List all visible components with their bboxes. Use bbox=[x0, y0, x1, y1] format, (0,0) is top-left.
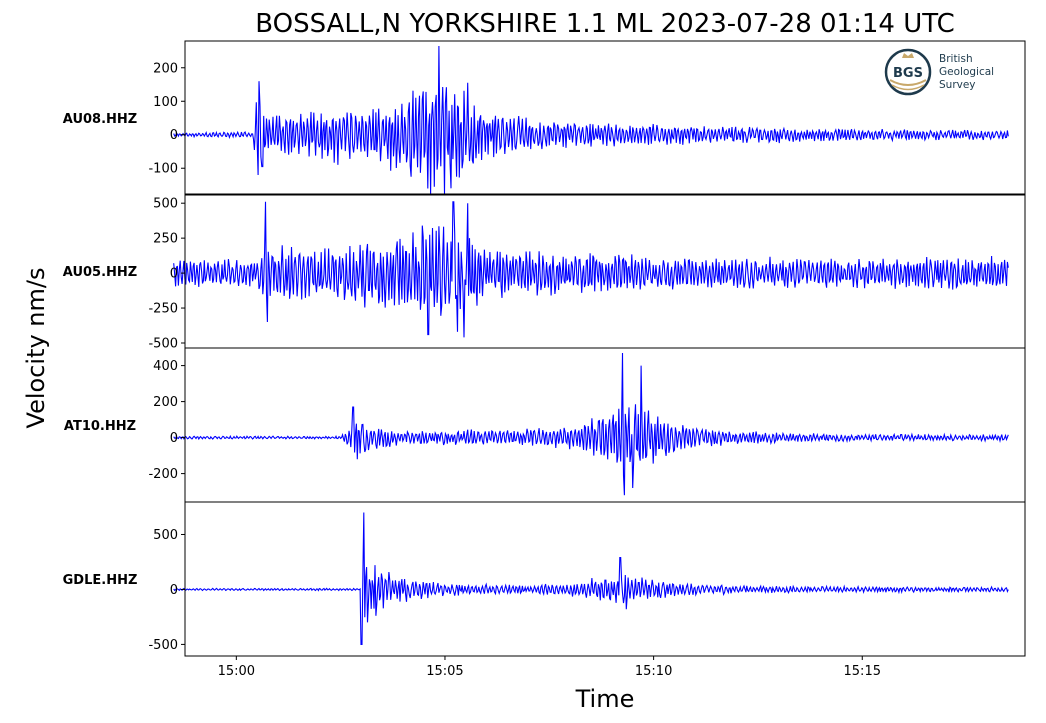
y-tick-label: 500 bbox=[153, 197, 178, 212]
trace-au05-hhz bbox=[173, 201, 1009, 338]
panel-at10-hhz: 400 200 0 -200 AT10.HHZ bbox=[64, 347, 1026, 503]
logo-line-1: British bbox=[939, 53, 973, 65]
trace-au08-hhz bbox=[173, 45, 1009, 195]
panels-group: 200 100 0 -100 AU08.HHZ 500 250 0 -250 -500 AU05.H… bbox=[63, 40, 1026, 657]
logo-strata2-icon bbox=[891, 84, 925, 91]
station-label: AT10.HHZ bbox=[64, 419, 136, 434]
trace-gdle-hhz bbox=[173, 512, 1009, 645]
panel-gdle-hhz: 500 0 -500 GDLE.HHZ bbox=[63, 501, 1026, 657]
station-label: GDLE.HHZ bbox=[63, 573, 138, 588]
panel-frame bbox=[184, 40, 1026, 196]
x-axis: 15:00 15:05 15:10 15:15 bbox=[218, 656, 881, 679]
y-tick-label: 0 bbox=[170, 431, 178, 446]
y-tick-label: -200 bbox=[148, 467, 178, 482]
panel-au05-hhz: 500 250 0 -250 -500 AU05.HHZ bbox=[63, 193, 1026, 352]
y-tick-label: 0 bbox=[170, 583, 178, 598]
logo-line-2: Geological bbox=[939, 66, 994, 78]
x-tick-label: 15:05 bbox=[426, 664, 463, 679]
y-tick-label: 100 bbox=[153, 95, 178, 110]
x-axis-label: Time bbox=[575, 685, 635, 713]
y-tick-label: 0 bbox=[170, 267, 178, 282]
y-tick-label: 200 bbox=[153, 395, 178, 410]
x-tick-label: 15:10 bbox=[635, 664, 672, 679]
panel-frame bbox=[184, 501, 1026, 657]
y-tick-label: 0 bbox=[170, 128, 178, 143]
panel-frame bbox=[184, 347, 1026, 503]
y-tick-label: 400 bbox=[153, 359, 178, 374]
chart-title: BOSSALL,N YORKSHIRE 1.1 ML 2023-07-28 01… bbox=[255, 9, 955, 39]
y-tick-label: 200 bbox=[153, 61, 178, 76]
y-tick-label: -100 bbox=[148, 162, 178, 177]
y-tick-label: 250 bbox=[153, 232, 178, 247]
y-tick-label: -500 bbox=[148, 337, 178, 352]
bgs-logo: BGS British Geological Survey bbox=[884, 48, 994, 96]
crown-icon bbox=[902, 53, 914, 58]
station-label: AU08.HHZ bbox=[63, 112, 137, 127]
y-tick-label: -250 bbox=[148, 302, 178, 317]
y-axis-label: Velocity nm/s bbox=[22, 268, 50, 429]
logo-line-3: Survey bbox=[939, 79, 976, 91]
panel-au08-hhz: 200 100 0 -100 AU08.HHZ bbox=[63, 40, 1026, 196]
logo-strata-icon bbox=[889, 79, 927, 86]
x-tick-label: 15:00 bbox=[218, 664, 255, 679]
logo-abbr: BGS bbox=[893, 66, 923, 81]
station-label: AU05.HHZ bbox=[63, 265, 137, 280]
y-tick-label: 500 bbox=[153, 528, 178, 543]
trace-at10-hhz bbox=[173, 352, 1009, 496]
y-tick-label: -500 bbox=[148, 638, 178, 653]
x-tick-label: 15:15 bbox=[844, 664, 881, 679]
